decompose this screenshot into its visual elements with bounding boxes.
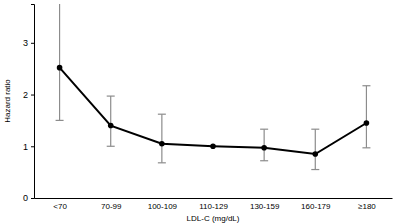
y-tick-mark bbox=[31, 95, 34, 96]
y-tick-label: 0 bbox=[23, 193, 28, 203]
x-axis-line bbox=[35, 198, 393, 199]
x-tick-label: 160-179 bbox=[301, 202, 331, 211]
error-bar-cap bbox=[311, 169, 319, 170]
y-axis-title: Hazard ratio bbox=[3, 79, 12, 123]
y-tick: 2 bbox=[23, 90, 34, 100]
x-axis: <70 70-99 100-109 110-129 130-159 160-179 ≥180 bbox=[35, 198, 393, 211]
y-axis-line bbox=[31, 5, 35, 199]
data-point bbox=[364, 120, 370, 126]
x-tick-label: 100-109 bbox=[148, 202, 178, 211]
error-bar bbox=[158, 114, 166, 163]
error-bar-cap bbox=[260, 160, 268, 161]
error-bar-cap bbox=[158, 114, 166, 115]
y-axis: 0 1 2 3 bbox=[23, 5, 35, 204]
x-tick: 160-179 bbox=[301, 198, 331, 211]
x-tick: <70 bbox=[53, 198, 67, 211]
error-bar-cap bbox=[56, 120, 64, 121]
error-bar-stem bbox=[366, 86, 367, 148]
x-tick: 100-109 bbox=[148, 198, 178, 211]
data-point bbox=[210, 143, 216, 149]
y-tick-mark bbox=[31, 198, 34, 199]
error-bar-stem bbox=[264, 129, 265, 161]
data-point bbox=[159, 141, 165, 147]
x-tick: ≥180 bbox=[358, 198, 376, 211]
y-tick-mark bbox=[31, 146, 34, 147]
y-tick-mark bbox=[31, 43, 34, 44]
plot-area bbox=[56, 4, 371, 170]
x-tick: 70-99 bbox=[101, 198, 122, 211]
error-bar-cap bbox=[107, 95, 115, 96]
x-tick-label: <70 bbox=[53, 202, 67, 211]
y-tick-label: 3 bbox=[23, 38, 28, 48]
x-tick: 110-129 bbox=[199, 198, 228, 211]
error-bar-stem bbox=[315, 129, 316, 169]
error-bar-cap bbox=[362, 147, 370, 148]
error-bar-cap bbox=[107, 146, 115, 147]
x-axis-title: LDL-C (mg/dL) bbox=[187, 214, 240, 223]
error-bar-cap bbox=[362, 85, 370, 86]
y-tick: 0 bbox=[23, 193, 34, 203]
error-bar-cap bbox=[311, 129, 319, 130]
data-point bbox=[261, 145, 267, 151]
data-point bbox=[57, 65, 63, 71]
x-tick-label: ≥180 bbox=[358, 202, 376, 211]
y-tick-label: 2 bbox=[23, 90, 28, 100]
error-bar-stem bbox=[161, 114, 162, 163]
y-tick: 1 bbox=[23, 142, 34, 152]
error-bar-cap bbox=[260, 129, 268, 130]
error-bar bbox=[362, 86, 370, 148]
error-bar bbox=[260, 129, 268, 161]
error-bar bbox=[311, 129, 319, 169]
y-tick: 3 bbox=[23, 38, 34, 48]
x-tick: 130-159 bbox=[250, 198, 280, 211]
y-tick-label: 1 bbox=[23, 142, 28, 152]
x-tick-label: 110-129 bbox=[199, 202, 228, 211]
data-line bbox=[60, 68, 367, 154]
x-tick-label: 130-159 bbox=[250, 202, 280, 211]
error-bar bbox=[56, 4, 64, 120]
error-bar-stem bbox=[59, 4, 60, 120]
error-bar-stem bbox=[110, 96, 111, 146]
error-bar-cap bbox=[158, 162, 166, 163]
data-point bbox=[108, 123, 114, 129]
x-tick-label: 70-99 bbox=[101, 202, 122, 211]
data-point bbox=[312, 151, 318, 157]
